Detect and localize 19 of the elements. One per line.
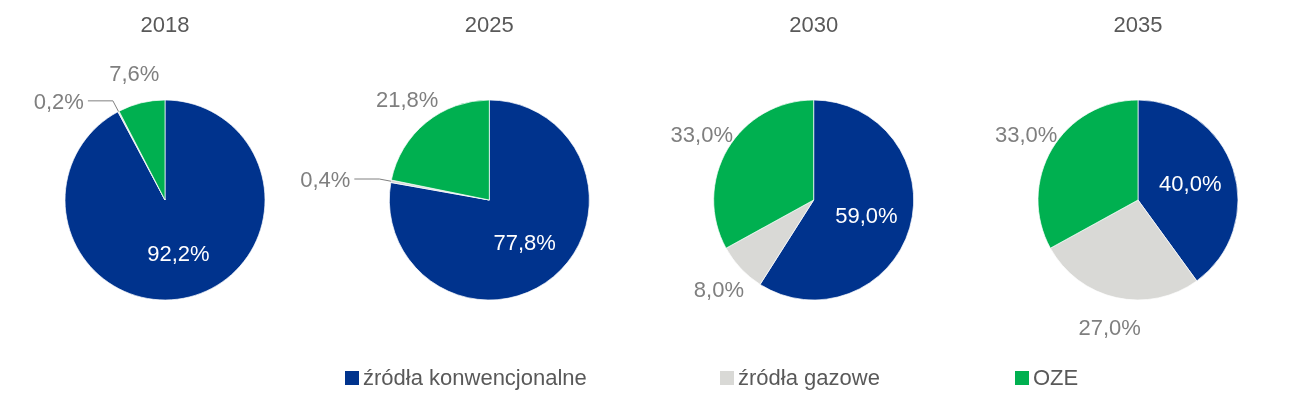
data-label: 92,2%: [147, 241, 210, 267]
data-label: 8,0%: [693, 276, 744, 302]
data-label: 33,0%: [670, 121, 733, 147]
data-label: 0,4%: [300, 166, 351, 192]
legend-label: źródła gazowe: [738, 365, 880, 390]
legend-label: OZE: [1033, 365, 1079, 390]
data-label: 33,0%: [994, 121, 1058, 147]
data-label: 27,0%: [1078, 314, 1141, 340]
data-label: 7,6%: [109, 61, 160, 87]
chart-title: 2018: [140, 12, 190, 37]
data-label: 59,0%: [835, 203, 898, 229]
data-label: 40,0%: [1159, 170, 1222, 196]
chart-title: 2035: [1113, 12, 1163, 37]
data-label: 77,8%: [493, 229, 556, 255]
data-label: 21,8%: [375, 87, 439, 113]
data-label: 0,2%: [33, 88, 84, 114]
legend-label: źródła konwencjonalne: [363, 365, 587, 390]
chart-title: 2030: [789, 12, 839, 37]
chart-title: 2025: [464, 12, 514, 37]
